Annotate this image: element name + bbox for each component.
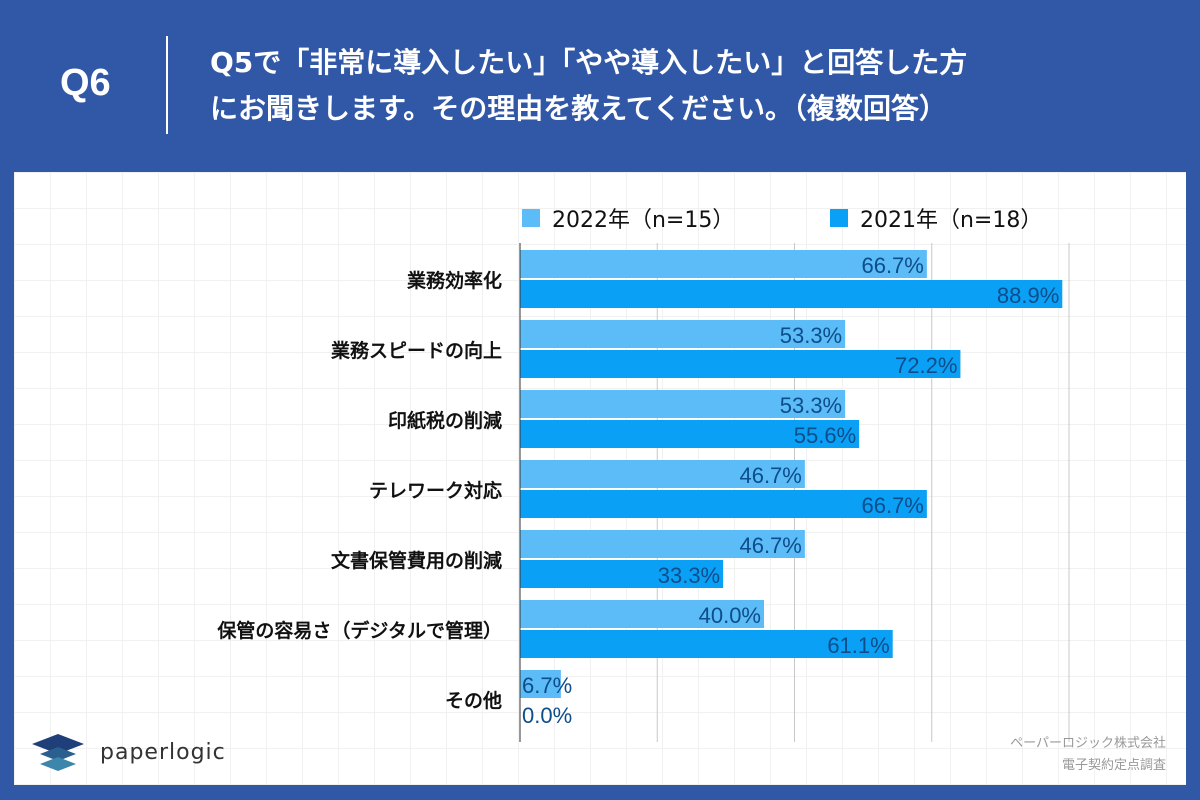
legend-swatch [830, 209, 848, 227]
page-title: Q5で「非常に導入したい」「やや導入したい」と回答した方 にお聞きします。その理… [210, 40, 1170, 132]
category-label: 文書保管費用の削減 [330, 550, 502, 572]
credit-survey: 電子契約定点調査 [1061, 758, 1166, 773]
data-label: 33.3% [658, 563, 720, 588]
category-label: 保管の容易さ（デジタルで管理） [217, 620, 502, 642]
legend-swatch [522, 209, 540, 227]
legend-item-2022: 2022年（n=15） [522, 202, 734, 234]
credit-company: ペーパーロジック株式会社 [1010, 736, 1166, 751]
bar [520, 490, 927, 518]
bar [520, 630, 893, 658]
data-label: 53.3% [780, 323, 842, 348]
data-label: 0.0% [522, 703, 572, 728]
category-label: その他 [444, 690, 502, 712]
logo-icon [32, 734, 84, 771]
legend-item-2021: 2021年（n=18） [830, 202, 1042, 234]
bar [520, 390, 846, 418]
data-label: 88.9% [997, 283, 1059, 308]
bar [520, 350, 961, 378]
data-label: 40.0% [699, 603, 761, 628]
data-label: 6.7% [522, 673, 572, 698]
legend-label: 2022年（n=15） [552, 208, 735, 233]
bar [520, 530, 805, 558]
category-label: テレワーク対応 [368, 480, 502, 502]
question-number: Q6 [60, 62, 111, 104]
bar [520, 420, 860, 448]
category-label: 印紙税の削減 [387, 410, 502, 432]
data-label: 53.3% [780, 393, 842, 418]
title-line-1: Q5で「非常に導入したい」「やや導入したい」と回答した方 [210, 46, 968, 79]
bar [520, 460, 805, 488]
bar [520, 280, 1063, 308]
credit: ペーパーロジック株式会社 電子契約定点調査 [1010, 733, 1166, 777]
data-label: 61.1% [827, 633, 889, 658]
bar [520, 320, 846, 348]
logo-text: paperlogic [100, 739, 226, 765]
legend-label: 2021年（n=18） [860, 208, 1043, 233]
data-label: 46.7% [739, 463, 801, 488]
bar [520, 670, 561, 698]
category-label: 業務効率化 [406, 270, 502, 292]
paperlogic-logo: paperlogic [30, 730, 226, 774]
bar [520, 250, 927, 278]
category-label: 業務スピードの向上 [330, 340, 502, 362]
data-label: 66.7% [861, 493, 923, 518]
bar [520, 560, 724, 588]
divider [166, 36, 168, 134]
title-line-2: にお聞きします。その理由を教えてください。（複数回答） [210, 92, 947, 125]
data-label: 46.7% [739, 533, 801, 558]
data-label: 55.6% [794, 423, 856, 448]
data-label: 72.2% [895, 353, 957, 378]
bar [520, 600, 764, 628]
data-label: 66.7% [861, 253, 923, 278]
